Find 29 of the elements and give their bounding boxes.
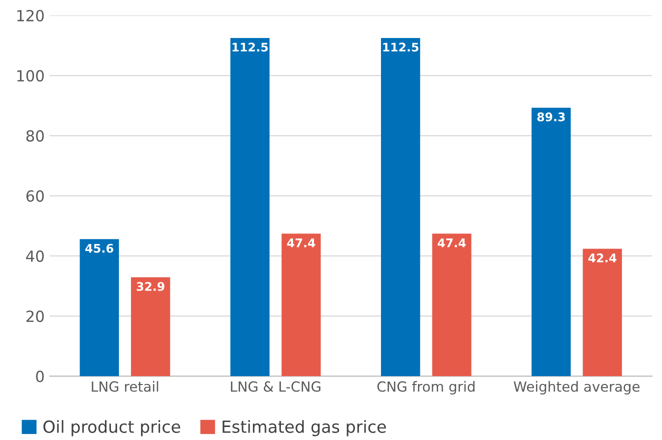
bar	[532, 108, 571, 376]
data-label: 47.4	[438, 238, 466, 248]
data-label: 42.4	[588, 253, 616, 262]
x-tick-label: CNG from grid	[377, 381, 474, 395]
data-label: 47.4	[287, 238, 316, 248]
y-tick-label: 20	[26, 310, 44, 322]
bar	[80, 239, 119, 376]
data-label: 32.9	[136, 282, 164, 291]
legend-label: Oil product price	[43, 420, 180, 436]
y-tick-label: 0	[36, 370, 44, 382]
bar	[230, 38, 270, 376]
bar	[432, 234, 472, 376]
data-label: 112.5	[232, 42, 268, 52]
legend-label: Estimated gas price	[222, 420, 386, 436]
y-tick-label: 40	[26, 250, 44, 262]
y-tick-label: 80	[26, 130, 44, 142]
data-label: 45.6	[85, 244, 114, 253]
y-tick-label: 120	[17, 10, 44, 22]
data-label: 112.5	[383, 42, 418, 52]
y-tick-label: 60	[26, 190, 44, 202]
bar	[380, 38, 420, 376]
x-tick-label: LNG & L-CNG	[230, 381, 320, 392]
bar	[282, 234, 321, 376]
data-label: 89.3	[537, 112, 565, 122]
y-tick-label: 100	[17, 70, 44, 82]
x-tick-label: Weighted average	[514, 381, 640, 395]
bar	[130, 277, 170, 376]
bar	[582, 248, 622, 376]
x-tick-label: LNG retail	[92, 381, 158, 392]
